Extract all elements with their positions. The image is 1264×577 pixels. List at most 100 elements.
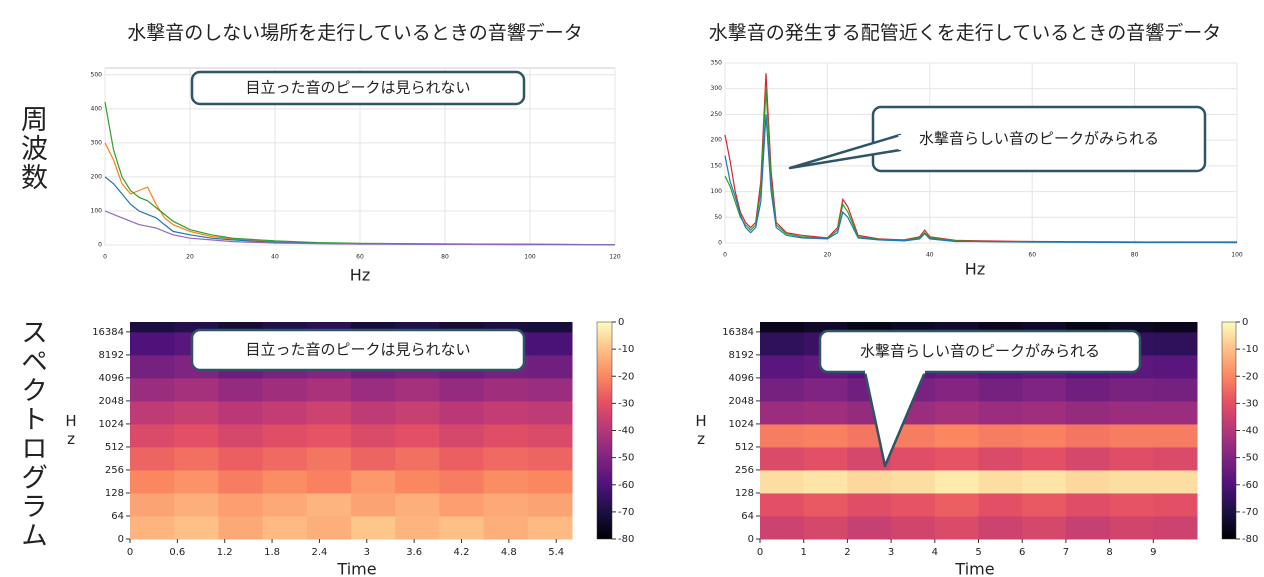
spectrogram-cell <box>847 470 891 494</box>
charts: 0204060801001200100200300400500Hz目立った音のピ… <box>0 0 1264 577</box>
spectrogram-cell <box>760 378 804 402</box>
colorbar-tick-label: 0 <box>1242 317 1248 328</box>
spectrogram-cell <box>1022 493 1066 517</box>
colorbar-tick-label: -50 <box>1242 453 1258 464</box>
spectrogram-cell <box>395 493 440 517</box>
spectrogram-cell <box>1153 470 1197 494</box>
spectrogram-cell <box>130 322 175 332</box>
spectrogram-cell <box>760 332 804 356</box>
spectrogram-cell <box>484 493 529 517</box>
spectrogram-cell <box>484 401 529 425</box>
colorbar-tick-label: -10 <box>618 344 634 355</box>
x-axis-label: Hz <box>350 266 370 285</box>
spectrogram-cell <box>979 424 1023 448</box>
spectrogram-cell <box>1066 424 1110 448</box>
x-tick-label: 80 <box>441 254 449 261</box>
spectrogram-cell <box>891 470 935 494</box>
colorbar <box>597 322 612 539</box>
spectrogram-cell <box>528 401 573 425</box>
spectrogram-cell <box>760 470 804 494</box>
y-tick-label: 0 <box>748 534 754 545</box>
spectrogram-cell <box>484 470 529 494</box>
spectrogram-cell <box>307 401 352 425</box>
y-tick-label: 16384 <box>722 327 754 338</box>
spectrogram-cell <box>1110 493 1154 517</box>
spectrogram-cell <box>760 516 804 540</box>
spectrogram-cell <box>1110 516 1154 540</box>
spectrogram-cell <box>528 516 573 540</box>
callout-text: 水撃音らしい音のピークがみられる <box>860 342 1100 360</box>
colorbar-tick-label: -80 <box>618 534 634 545</box>
spectrogram-cell <box>804 447 848 471</box>
spectrogram-cell <box>218 401 263 425</box>
x-tick-label: 3.6 <box>406 547 422 558</box>
spectrogram-cell <box>760 447 804 471</box>
x-tick-label: 20 <box>186 254 194 261</box>
spectrogram-cell <box>439 447 484 471</box>
x-tick-label: 20 <box>824 252 832 259</box>
y-tick-label: 100 <box>711 188 723 195</box>
y-tick-label: 256 <box>735 465 754 476</box>
y-tick-label: 250 <box>711 111 723 118</box>
spectrogram-cell <box>307 424 352 448</box>
spectrogram-cell <box>484 516 529 540</box>
slide: 水撃音のしない場所を走行しているときの音響データ 水撃音の発生する配管近くを走行… <box>0 0 1264 577</box>
y-tick-label: 512 <box>105 442 124 453</box>
spectrogram-cell <box>760 493 804 517</box>
x-tick-label: 7 <box>1063 547 1069 558</box>
spectrogram-cell <box>395 470 440 494</box>
spectrogram-cell <box>307 378 352 402</box>
x-tick-label: 60 <box>1028 252 1036 259</box>
spectrogram-cell <box>395 378 440 402</box>
spectrogram-cell <box>218 424 263 448</box>
y-tick-label: 2048 <box>729 396 754 407</box>
spectrogram-cell <box>1153 332 1197 356</box>
x-tick-label: 60 <box>356 254 364 261</box>
x-tick-label: 6 <box>1019 547 1025 558</box>
spectrogram-cell <box>528 378 573 402</box>
spectrogram-cell <box>1153 322 1197 332</box>
spectrogram-cell <box>307 516 352 540</box>
spectrogram-cell <box>528 355 573 379</box>
colorbar-tick-label: -10 <box>1242 344 1258 355</box>
colorbar-tick-label: -30 <box>618 398 634 409</box>
y-tick-label: 200 <box>711 137 723 144</box>
spectrogram-cell <box>1066 493 1110 517</box>
x-tick-label: 0.6 <box>169 547 185 558</box>
spectrogram-cell <box>847 516 891 540</box>
spectrogram-cell <box>1110 447 1154 471</box>
spectrogram-cell <box>1022 516 1066 540</box>
spectrogram-cell <box>1153 378 1197 402</box>
spectrogram-cell <box>760 322 804 332</box>
x-axis-label: Hz <box>965 260 985 279</box>
spectrogram-cell <box>935 516 979 540</box>
spectrogram-cell <box>130 516 175 540</box>
spectrogram-cell <box>218 447 263 471</box>
spectrogram-cell <box>351 470 396 494</box>
y-tick-label: 1024 <box>729 419 754 430</box>
spectrogram-cell <box>263 516 308 540</box>
spectrogram-cell <box>439 378 484 402</box>
y-tick-label: 300 <box>91 139 103 146</box>
colorbar-tick-label: -60 <box>1242 480 1258 491</box>
y-tick-label: 128 <box>105 488 124 499</box>
y-tick-label: 128 <box>735 488 754 499</box>
spectrogram-cell <box>1110 424 1154 448</box>
spectrogram-cell <box>847 493 891 517</box>
spectrogram-cell <box>935 401 979 425</box>
spectrogram-cell <box>804 493 848 517</box>
colorbar-tick-label: -80 <box>1242 534 1258 545</box>
colorbar-tick-label: 0 <box>618 317 624 328</box>
spectrogram-cell <box>760 424 804 448</box>
spectrogram-cell <box>804 470 848 494</box>
spectrogram-cell <box>528 493 573 517</box>
spectrogram-cell <box>395 516 440 540</box>
spectrogram-cell <box>1153 355 1197 379</box>
x-axis-label: Time <box>954 560 994 577</box>
y-tick-label: 8192 <box>99 350 124 361</box>
spectrogram-cell <box>1022 447 1066 471</box>
spectrogram-cell <box>174 401 219 425</box>
colorbar <box>1222 322 1236 539</box>
x-tick-label: 40 <box>926 252 934 259</box>
spectrogram-cell <box>484 447 529 471</box>
